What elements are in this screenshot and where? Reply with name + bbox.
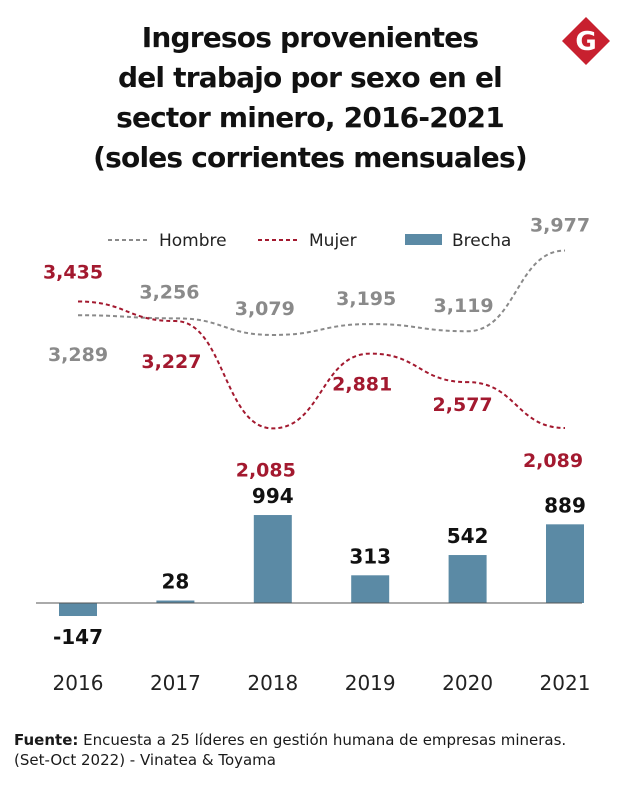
mujer-value-label-2020: 2,577: [433, 394, 493, 416]
mujer-value-label-2017: 3,227: [141, 351, 201, 373]
logo-letter: G: [575, 27, 596, 57]
x-tick-label-2018: 2018: [247, 671, 298, 695]
brecha-bar-2020: [448, 555, 487, 603]
source-note: Fuente: Encuesta a 25 líderes en gestión…: [14, 730, 614, 770]
brecha-value-label-2017: 28: [161, 570, 189, 594]
hombre-value-label-2021: 3,977: [530, 215, 590, 237]
chart: Hombre Mujer Brecha -147 28 994 313 542 889 3,…: [36, 215, 591, 695]
brecha-value-label-2019: 313: [349, 544, 391, 568]
source-text-1: Encuesta a 25 líderes en gestión humana …: [83, 731, 567, 749]
brecha-bar-2018: [253, 515, 292, 603]
title-line-1: Ingresos provenientes: [141, 21, 479, 54]
legend: Hombre Mujer Brecha: [108, 231, 511, 251]
x-axis-labels: 2016 2017 2018 2019 2020 2021: [53, 671, 591, 695]
hombre-value-label-2020: 3,119: [434, 295, 494, 317]
legend-hombre-label: Hombre: [159, 231, 227, 251]
bars-layer: [59, 515, 584, 617]
brecha-bar-2019: [351, 575, 390, 603]
x-tick-label-2021: 2021: [540, 671, 591, 695]
source-text-2: (Set-Oct 2022) - Vinatea & Toyama: [14, 751, 276, 769]
title-line-3: sector minero, 2016-2021: [116, 101, 505, 134]
legend-brecha-label: Brecha: [452, 231, 511, 251]
mujer-line: [77, 300, 566, 430]
labels-layer: -147 28 994 313 542 889 3,289 3,256 3,079 3,195 3,…: [43, 215, 590, 649]
title-line-4: (soles corrientes mensuales): [93, 141, 528, 174]
brecha-value-label-2016: -147: [53, 625, 103, 649]
mujer-value-label-2021: 2,089: [523, 450, 583, 472]
legend-mujer-label: Mujer: [309, 231, 357, 251]
hombre-value-label-2018: 3,079: [235, 298, 295, 320]
title-line-2: del trabajo por sexo en el: [118, 61, 503, 94]
logo-diamond: [562, 17, 610, 65]
hombre-value-label-2019: 3,195: [336, 288, 396, 310]
brecha-bar-2021: [546, 524, 584, 603]
gestion-logo-icon: G: [562, 17, 610, 65]
brecha-value-label-2020: 542: [447, 524, 489, 548]
x-tick-label-2019: 2019: [345, 671, 396, 695]
brecha-value-label-2018: 994: [252, 484, 294, 508]
brecha-value-label-2021: 889: [544, 493, 586, 517]
chart-title: Ingresos provenientes del trabajo por se…: [60, 18, 560, 178]
hombre-value-label-2017: 3,256: [139, 281, 199, 303]
brecha-bar-2017: [156, 600, 195, 603]
legend-brecha-swatch: [405, 234, 442, 245]
source-label: Fuente:: [14, 731, 79, 749]
hombre-value-label-2016: 3,289: [48, 344, 108, 366]
x-tick-label-2017: 2017: [150, 671, 201, 695]
mujer-value-label-2016: 3,435: [43, 262, 103, 284]
x-tick-label-2020: 2020: [442, 671, 493, 695]
lines-layer: [77, 249, 566, 430]
mujer-value-label-2019: 2,881: [332, 374, 392, 396]
brecha-bar-2016: [59, 603, 97, 617]
x-tick-label-2016: 2016: [53, 671, 104, 695]
mujer-value-label-2018: 2,085: [236, 459, 296, 481]
